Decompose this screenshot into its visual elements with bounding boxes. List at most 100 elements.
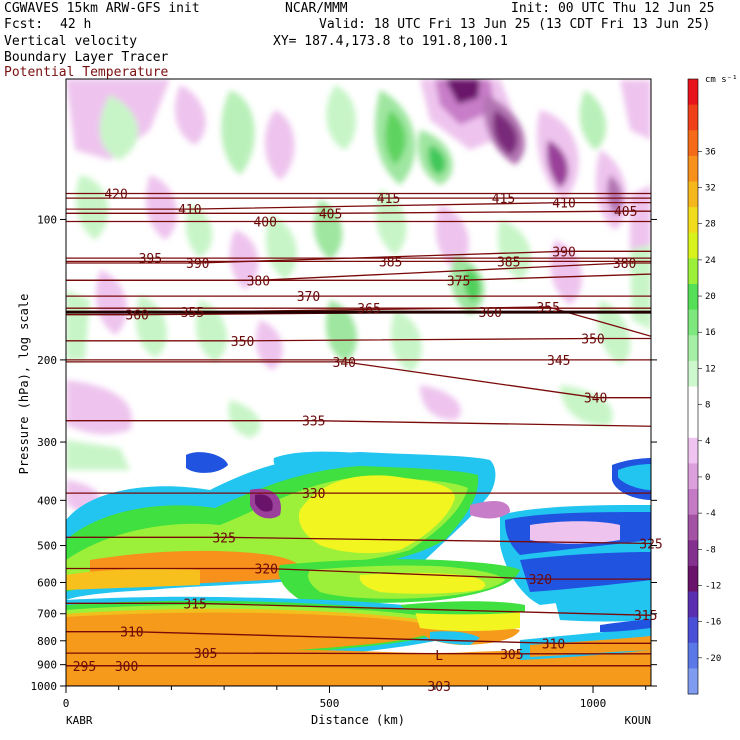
y-tick-label-700: 700 [37,608,57,621]
field-boundary-layer-tracer: Boundary Layer Tracer [4,50,169,65]
theta-contour-labels: 420 410 400 405 415 415 410 405 395 390 380 385 385 3… [73,188,663,695]
colorbar-swatch [688,258,698,285]
colorbar-swatch [688,309,698,336]
colorbar-swatch [688,617,698,644]
field-vertical-velocity: Vertical velocity [4,34,138,49]
theta-label-350: 350 [231,335,254,350]
colorbar-label-16: 16 [705,328,716,338]
theta-label-310: 310 [542,637,565,652]
theta-label-305: 305 [194,647,217,662]
theta-line-410 [66,201,651,210]
valid-time: Valid: 18 UTC Fri 13 Jun 25 (13 CDT Fri … [319,17,711,32]
colorbar-label--4: -4 [705,509,716,519]
theta-label-320: 320 [255,563,278,578]
colorbar-label-12: 12 [705,364,716,374]
theta-label-340: 340 [333,356,356,371]
y-tick-label-300: 300 [37,436,57,449]
start-station-label: KABR [66,714,93,727]
theta-label-345: 345 [547,354,570,369]
colorbar: 36 32 28 24 20 16 12 8 4 0 -4 -8 -12 -16 -20 [687,78,721,695]
theta-label-375: 375 [447,274,470,289]
x-axis-ticks: 0 500 1000 [63,686,647,710]
colorbar-frame [687,78,699,695]
theta-label-420: 420 [104,188,127,203]
colorbar-swatch [688,437,698,464]
colorbar-swatch [688,565,698,592]
theta-label-360: 360 [479,306,502,321]
forecast-hour: 42 h [60,17,92,32]
colorbar-swatch [688,412,698,439]
theta-label-315: 315 [634,609,657,624]
colorbar-swatch [688,181,698,208]
init-time: Init: 00 UTC Thu 12 Jun 25 [511,1,715,16]
y-axis-ticks: 100 200 300 400 500 600 700 800 900 1000 [31,213,657,693]
theta-label-350: 350 [581,333,604,348]
colorbar-label--8: -8 [705,545,716,555]
colorbar-swatch [688,668,698,695]
y-tick-label-600: 600 [37,576,57,589]
theta-label-325: 325 [212,531,235,546]
plot-frame [65,78,652,687]
y-tick-label-1000: 1000 [31,680,58,693]
theta-label-390: 390 [552,245,575,260]
theta-label-405: 405 [614,205,637,220]
colorbar-label-28: 28 [705,220,716,230]
theta-label-365: 365 [357,302,380,317]
model-title: CGWAVES 15km ARW-GFS init [4,1,200,16]
theta-label-340: 340 [584,392,607,407]
theta-label-380: 380 [247,274,270,289]
theta-label-335: 335 [302,415,325,430]
theta-label-295: 295 [73,660,96,675]
colorbar-swatch [688,463,698,490]
end-station-label: KOUN [625,714,652,727]
theta-line-405 [66,210,651,214]
theta-line-350 [66,337,651,342]
theta-label-310: 310 [120,626,143,641]
colorbar-label--12: -12 [705,581,721,591]
colorbar-label-20: 20 [705,292,716,302]
colorbar-swatch [688,284,698,311]
theta-label-385: 385 [497,255,520,270]
colorbar-swatch [688,155,698,182]
theta-label-300: 300 [115,660,138,675]
x-tick-label-500: 500 [320,697,340,710]
colorbar-swatch [688,514,698,541]
low-marker: L [435,649,443,664]
colorbar-label-32: 32 [705,184,716,194]
theta-label-415: 415 [492,192,515,207]
cross-section-endpoints: XY= 187.4,173.8 to 191.8,100.1 [273,34,508,49]
theta-line-305 [66,652,651,655]
forecast-label: Fcst: [4,17,44,32]
x-tick-label-0: 0 [63,697,70,710]
theta-label-410: 410 [552,197,575,212]
colorbar-swatch [688,642,698,669]
theta-line-340 [66,361,651,399]
colorbar-swatch [688,104,698,131]
theta-label-415: 415 [377,192,400,207]
colorbar-swatch [688,232,698,259]
colorbar-label--16: -16 [705,618,721,628]
colorbar-label-8: 8 [705,401,710,411]
vertical-velocity-field [66,79,651,686]
y-tick-label-200: 200 [37,354,57,367]
theta-label-390: 390 [186,257,209,272]
theta-line-335 [66,420,651,428]
field-potential-temperature: Potential Temperature [4,65,169,80]
colorbar-swatch [688,79,698,106]
theta-label-303: 303 [427,680,450,695]
y-axis-title: Pressure (hPa), log scale [17,294,31,475]
colorbar-label-24: 24 [705,256,716,266]
theta-line-315 [66,602,651,616]
y-tick-label-100: 100 [37,213,57,226]
colorbar-swatch [688,207,698,234]
colorbar-swatch [688,591,698,618]
theta-line-325 [66,536,651,545]
theta-label-405: 405 [319,207,342,222]
colorbar-swatch [688,130,698,157]
colorbar-label-4: 4 [705,437,710,447]
y-tick-label-900: 900 [37,659,57,672]
theta-label-330: 330 [302,487,325,502]
y-tick-label-800: 800 [37,635,57,648]
theta-line-390 [66,250,651,264]
